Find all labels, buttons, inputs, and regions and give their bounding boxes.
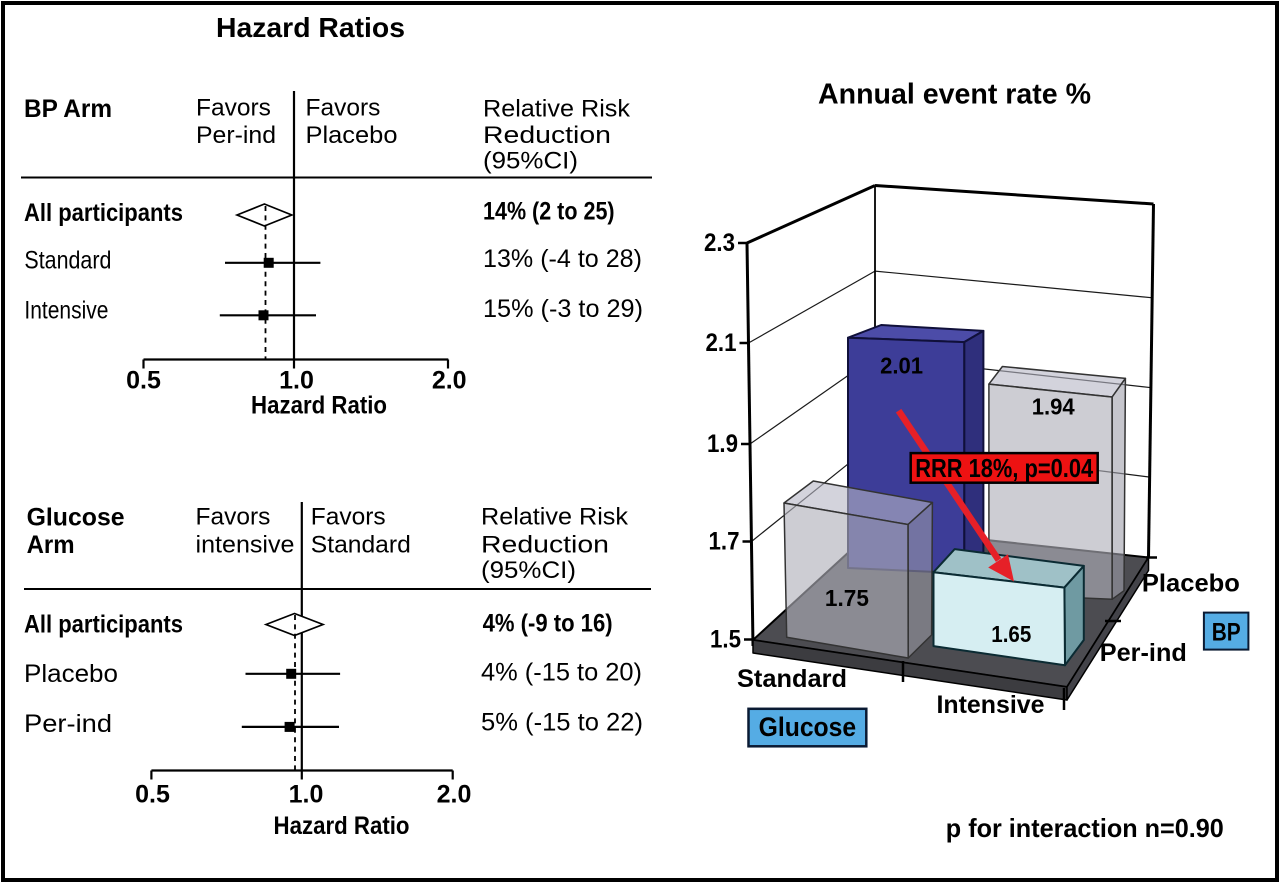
svg-text:Intensive: Intensive (937, 691, 1045, 719)
svg-text:All participants: All participants (24, 611, 183, 639)
svg-text:All participants: All participants (24, 199, 183, 227)
svg-text:Relative Risk: Relative Risk (483, 96, 631, 123)
svg-text:1.65: 1.65 (991, 621, 1031, 647)
svg-text:Per-ind: Per-ind (196, 122, 276, 149)
svg-text:Reduction: Reduction (483, 122, 611, 149)
svg-text:1.7: 1.7 (709, 528, 740, 556)
svg-text:Annual event rate %: Annual event rate % (818, 79, 1091, 111)
svg-text:(95%CI): (95%CI) (481, 557, 576, 584)
svg-text:Reduction: Reduction (481, 532, 609, 559)
svg-text:Hazard Ratio: Hazard Ratio (251, 392, 387, 420)
svg-text:(95%CI): (95%CI) (483, 148, 578, 175)
svg-text:Standard: Standard (737, 665, 847, 693)
svg-text:1.94: 1.94 (1032, 394, 1075, 420)
svg-text:Favors: Favors (306, 95, 381, 122)
svg-text:Hazard Ratio: Hazard Ratio (274, 812, 410, 840)
svg-text:Placebo: Placebo (24, 660, 118, 688)
svg-text:Glucose: Glucose (27, 504, 125, 532)
svg-text:0.5: 0.5 (126, 367, 161, 395)
svg-text:Placebo: Placebo (1142, 570, 1240, 598)
svg-text:Arm: Arm (27, 531, 75, 559)
svg-text:intensive: intensive (196, 532, 295, 559)
svg-text:Favors: Favors (196, 504, 271, 531)
svg-text:13% (-4 to 28): 13% (-4 to 28) (483, 245, 642, 273)
svg-text:2.0: 2.0 (437, 781, 472, 809)
svg-text:2.1: 2.1 (706, 329, 737, 357)
svg-text:Glucose: Glucose (759, 712, 857, 742)
svg-text:5% (-15 to 22): 5% (-15 to 22) (481, 709, 643, 737)
svg-text:Relative Risk: Relative Risk (481, 504, 629, 531)
svg-text:Placebo: Placebo (306, 122, 398, 149)
svg-text:BP Arm: BP Arm (24, 95, 112, 123)
svg-text:2.01: 2.01 (880, 353, 923, 379)
svg-text:4% (-9 to 16): 4% (-9 to 16) (483, 610, 613, 638)
svg-text:BP: BP (1212, 619, 1241, 647)
svg-text:4% (-15 to 20): 4% (-15 to 20) (481, 659, 642, 687)
svg-text:1.9: 1.9 (707, 430, 738, 458)
svg-text:Intensive: Intensive (24, 297, 108, 325)
svg-text:0.5: 0.5 (135, 781, 170, 809)
svg-text:Favors: Favors (196, 95, 271, 122)
svg-text:Per-ind: Per-ind (1100, 639, 1187, 667)
svg-text:1.0: 1.0 (279, 367, 314, 395)
svg-text:2.0: 2.0 (432, 367, 467, 395)
svg-text:RRR 18%, p=0.04: RRR 18%, p=0.04 (915, 453, 1093, 483)
svg-text:Per-ind: Per-ind (24, 710, 112, 738)
svg-text:Standard: Standard (311, 532, 411, 559)
svg-text:Favors: Favors (311, 504, 386, 531)
svg-text:1.0: 1.0 (289, 781, 324, 809)
svg-text:Hazard Ratios: Hazard Ratios (216, 12, 405, 43)
svg-text:2.3: 2.3 (704, 229, 735, 257)
svg-text:1.75: 1.75 (825, 585, 869, 611)
svg-text:15% (-3 to 29): 15% (-3 to 29) (483, 295, 643, 323)
svg-text:1.5: 1.5 (710, 626, 741, 654)
svg-text:Standard: Standard (24, 247, 111, 275)
svg-text:14% (2 to 25): 14% (2 to 25) (483, 198, 615, 226)
svg-text:p for interaction n=0.90: p for interaction n=0.90 (946, 813, 1224, 843)
